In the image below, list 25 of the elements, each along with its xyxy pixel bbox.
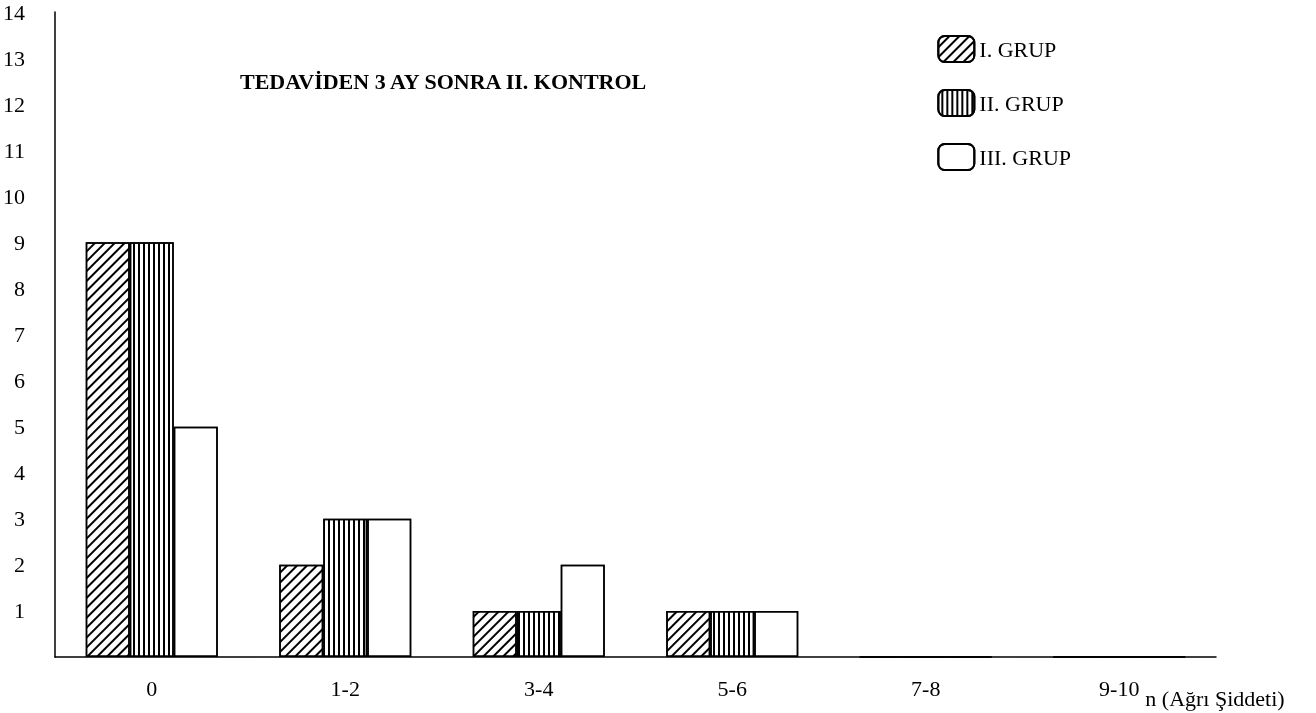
y-tick-label: 14	[3, 0, 25, 25]
y-tick-label: 12	[3, 91, 25, 117]
y-tick-label: 1	[14, 598, 25, 624]
legend-label: II. GRUP	[979, 90, 1064, 116]
y-tick-label: 5	[14, 414, 25, 440]
y-tick-label: 6	[14, 368, 25, 394]
x-axis-title: n (Ağrı Şiddeti)	[1145, 685, 1285, 711]
text: TEDAVİDEN 3 AY SONRA II. KONTROL	[240, 68, 647, 94]
x-tick-label: 3-4	[524, 675, 554, 701]
x-tick-label: 1-2	[330, 675, 360, 701]
x-tick-label: 7-8	[911, 675, 941, 701]
legend-label: III. GRUP	[979, 144, 1072, 170]
y-tick-label: 3	[14, 506, 25, 532]
y-tick-label: 7	[14, 322, 25, 347]
y-tick-label: 8	[14, 275, 25, 301]
x-tick-label: 9-10	[1099, 675, 1140, 701]
y-tick-label: 10	[3, 183, 25, 209]
y-tick-label: 11	[3, 137, 25, 163]
y-tick-label: 4	[14, 460, 25, 486]
y-tick-label: 2	[14, 552, 25, 578]
y-tick-label: 9	[14, 229, 25, 255]
legend-label: I. GRUP	[979, 36, 1057, 62]
y-tick-label: 13	[3, 45, 25, 71]
x-tick-label: 0	[146, 675, 158, 701]
x-tick-label: 5-6	[717, 675, 747, 701]
